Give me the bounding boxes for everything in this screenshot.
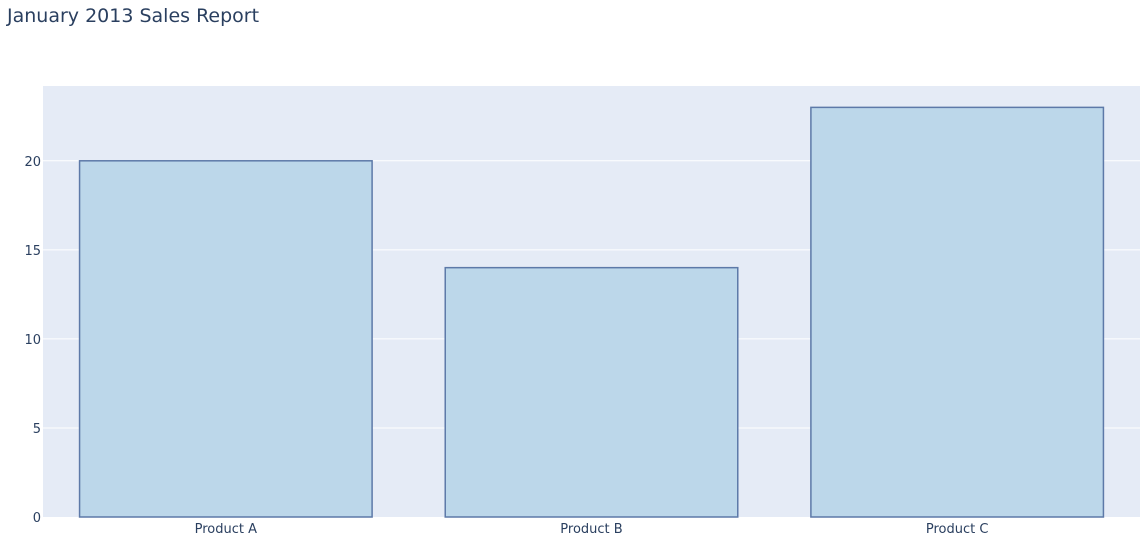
y-tick-label: 10 xyxy=(24,333,41,348)
bars xyxy=(78,106,1105,518)
y-tick-label: 15 xyxy=(24,244,41,259)
y-tick-label: 20 xyxy=(24,155,41,170)
chart-title: January 2013 Sales Report xyxy=(6,5,259,27)
bar-product-b xyxy=(444,266,739,518)
bar-product-a xyxy=(78,160,373,518)
x-tick-label: Product B xyxy=(560,522,622,537)
y-axis-ticks: 0 5 10 15 20 xyxy=(24,155,41,526)
x-axis-ticks: Product A Product B Product C xyxy=(195,522,989,537)
x-tick-label: Product C xyxy=(926,522,989,537)
y-tick-label: 0 xyxy=(33,511,41,526)
bar-product-c xyxy=(810,106,1105,518)
y-tick-label: 5 xyxy=(33,422,41,437)
x-tick-label: Product A xyxy=(195,522,257,537)
